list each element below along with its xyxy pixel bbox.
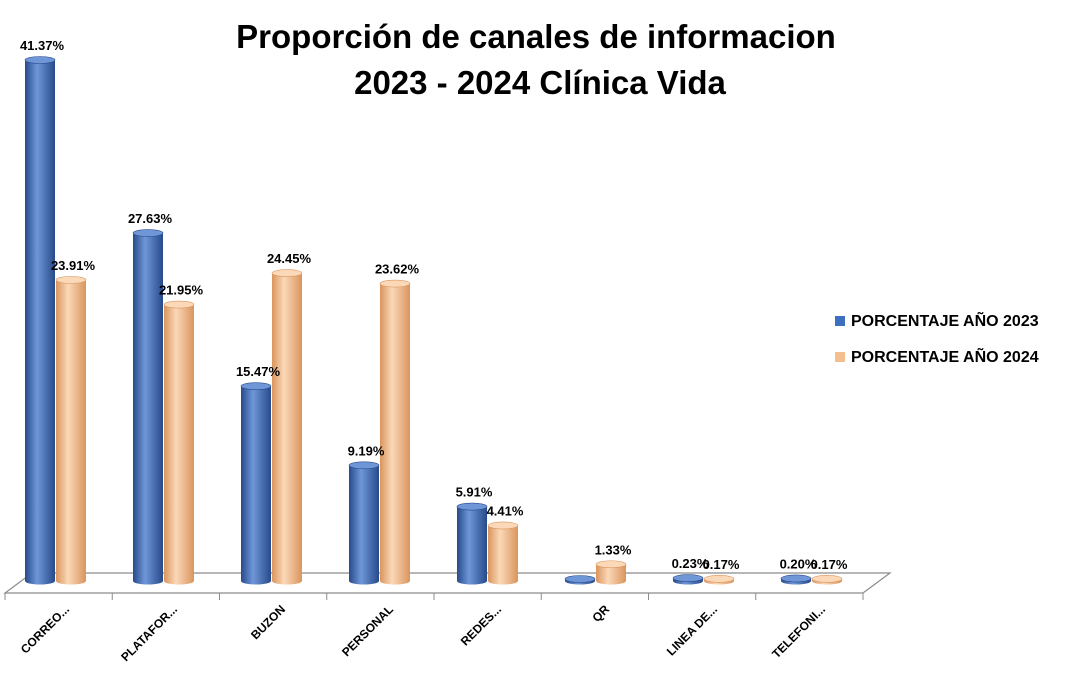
data-label-2023-4: 5.91% [456, 485, 493, 500]
bar-2024-2 [271, 269, 303, 585]
bar-2023-2 [240, 382, 272, 585]
x-tick-label-2: BUZON [248, 602, 288, 642]
data-labels-group: 41.37% 23.91% 27.63% 21.95% 15.47% 24.45% 9.19… [20, 38, 848, 572]
chart-floor [3, 572, 892, 600]
bar-2023-0 [24, 56, 56, 585]
bar-2024-5 [595, 560, 627, 585]
data-label-2024-3: 23.62% [375, 262, 420, 277]
legend-swatch-0 [835, 316, 845, 326]
data-label-2024-6: 0.17% [703, 557, 740, 572]
bar-2023-1 [132, 229, 164, 585]
x-tick-label-1: PLATAFOR... [118, 602, 180, 664]
legend-label-0: PORCENTAJE AÑO 2023 [851, 310, 1039, 330]
x-tick-label-0: CORREO... [18, 602, 72, 656]
bar-2024-3 [379, 279, 411, 585]
data-label-2023-3: 9.19% [348, 443, 385, 458]
bar-2023-5 [564, 575, 596, 585]
data-label-2023-0: 41.37% [20, 38, 65, 53]
data-label-2024-7: 0.17% [811, 557, 848, 572]
data-label-2024-0: 23.91% [51, 258, 96, 273]
x-tick-label-5: QR [589, 602, 612, 625]
data-label-2024-4: 4.41% [487, 503, 524, 518]
x-tick-label-6: LINEA DE... [664, 602, 720, 658]
bar-2024-7 [811, 575, 843, 585]
legend: PORCENTAJE AÑO 2023 PORCENTAJE AÑO 2024 [835, 310, 1039, 366]
bar-2023-4 [456, 502, 488, 585]
x-axis-ticks-group: CORREO... PLATAFOR... BUZON PERSONAL REDES..… [18, 602, 828, 664]
data-label-2023-2: 15.47% [236, 364, 281, 379]
chart-title-line-2: 2023 - 2024 Clínica Vida [354, 64, 726, 101]
legend-swatch-1 [835, 352, 845, 362]
bar-2024-1 [163, 300, 195, 585]
legend-label-1: PORCENTAJE AÑO 2024 [851, 346, 1039, 366]
data-label-2024-1: 21.95% [159, 283, 204, 298]
data-label-2024-2: 24.45% [267, 251, 312, 266]
bar-2024-4 [487, 521, 519, 585]
data-label-2023-6: 0.23% [672, 556, 709, 571]
bar-2024-6 [703, 575, 735, 585]
bar-2023-6 [672, 574, 704, 585]
bar-2024-0 [55, 276, 87, 585]
x-tick-label-3: PERSONAL [339, 602, 396, 659]
chart-title-line-1: Proporción de canales de informacion [236, 18, 836, 55]
bar-2023-7 [780, 574, 812, 585]
data-label-2024-5: 1.33% [595, 542, 632, 557]
bar-2023-3 [348, 461, 380, 585]
x-tick-label-7: TELEFONI... [769, 602, 828, 661]
bars-group [24, 56, 843, 585]
x-tick-label-4: REDES... [458, 602, 504, 648]
data-label-2023-7: 0.20% [780, 556, 817, 571]
data-label-2023-1: 27.63% [128, 211, 173, 226]
